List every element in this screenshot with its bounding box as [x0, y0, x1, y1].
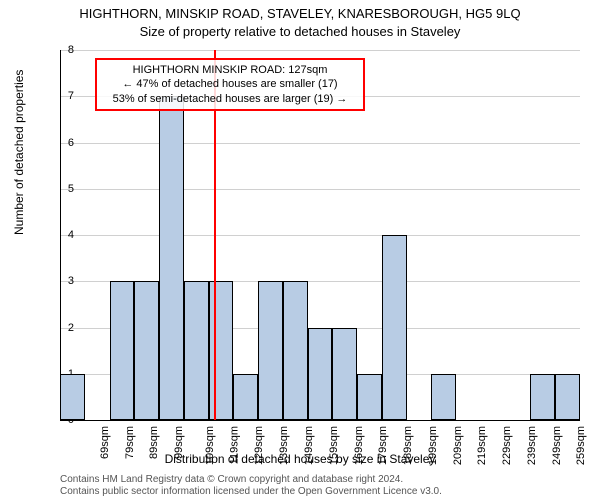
histogram-bar [308, 328, 333, 421]
x-tick-label: 159sqm [328, 426, 340, 465]
x-tick-label: 199sqm [427, 426, 439, 465]
y-tick-label: 4 [68, 229, 74, 241]
x-tick-label: 169sqm [353, 426, 365, 465]
histogram-bar [233, 374, 258, 420]
histogram-bar [283, 281, 308, 420]
footer-line1: Contains HM Land Registry data © Crown c… [60, 474, 590, 486]
histogram-bar [530, 374, 555, 420]
x-tick-label: 209sqm [452, 426, 464, 465]
x-tick-label: 219sqm [476, 426, 488, 465]
y-tick-label: 8 [68, 44, 74, 56]
x-tick-label: 179sqm [377, 426, 389, 465]
x-tick-label: 189sqm [402, 426, 414, 465]
histogram-bar [184, 281, 209, 420]
histogram-bar [134, 281, 159, 420]
footer-credits: Contains HM Land Registry data © Crown c… [60, 474, 590, 498]
y-tick-label: 6 [68, 137, 74, 149]
gridline-h [60, 50, 580, 51]
histogram-bar [110, 281, 135, 420]
x-tick-label: 89sqm [148, 426, 160, 459]
histogram-bar [555, 374, 580, 420]
x-tick-label: 129sqm [254, 426, 266, 465]
histogram-bar [209, 281, 234, 420]
x-tick-label: 119sqm [228, 426, 240, 464]
footer-line2: Contains public sector information licen… [60, 486, 590, 498]
histogram-bar [332, 328, 357, 421]
gridline-h [60, 143, 580, 144]
gridline-h [60, 235, 580, 236]
annotation-line2: ← 47% of detached houses are smaller (17… [103, 77, 357, 91]
x-tick-label: 239sqm [526, 426, 538, 465]
y-tick-label: 7 [68, 90, 74, 102]
chart-title-address: HIGHTHORN, MINSKIP ROAD, STAVELEY, KNARE… [0, 6, 600, 21]
x-tick-label: 259sqm [576, 426, 588, 465]
histogram-bar [357, 374, 382, 420]
histogram-bar [159, 96, 184, 420]
gridline-h [60, 189, 580, 190]
y-tick-label: 5 [68, 183, 74, 195]
annotation-box: HIGHTHORN MINSKIP ROAD: 127sqm ← 47% of … [95, 58, 365, 111]
annotation-line1: HIGHTHORN MINSKIP ROAD: 127sqm [103, 63, 357, 77]
x-tick-label: 149sqm [303, 426, 315, 465]
x-tick-label: 69sqm [99, 426, 111, 459]
y-tick-label: 2 [68, 322, 74, 334]
x-tick-label: 79sqm [124, 426, 136, 459]
x-tick-label: 99sqm [173, 426, 185, 459]
annotation-line3: 53% of semi-detached houses are larger (… [103, 92, 357, 106]
y-axis-label: Number of detached properties [12, 70, 26, 235]
x-tick-label: 249sqm [551, 426, 563, 465]
x-axis-line [60, 420, 580, 421]
x-tick-label: 229sqm [501, 426, 513, 465]
histogram-bar [431, 374, 456, 420]
chart-title-sub: Size of property relative to detached ho… [0, 24, 600, 39]
y-axis-line [60, 50, 61, 420]
x-tick-label: 139sqm [278, 426, 290, 465]
histogram-bar [60, 374, 85, 420]
histogram-bar [258, 281, 283, 420]
histogram-bar [382, 235, 407, 420]
y-tick-label: 3 [68, 275, 74, 287]
x-tick-label: 109sqm [204, 426, 216, 465]
